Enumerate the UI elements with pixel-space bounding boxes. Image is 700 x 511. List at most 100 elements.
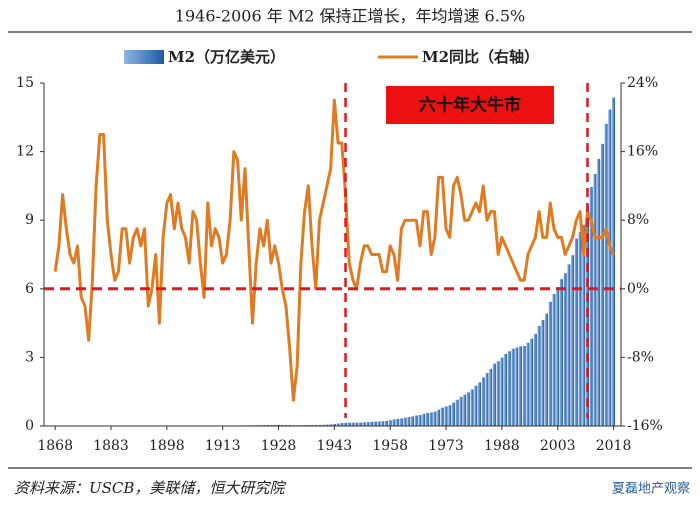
bar <box>541 319 545 426</box>
bar <box>455 399 459 426</box>
bar <box>582 224 586 426</box>
bar <box>604 123 608 426</box>
line <box>53 98 615 402</box>
bar <box>571 255 575 426</box>
bar <box>563 273 567 426</box>
bar <box>597 158 601 426</box>
bar <box>518 346 522 426</box>
bar <box>548 301 552 426</box>
x-tick-label: 1928 <box>261 438 297 454</box>
bar <box>496 361 500 426</box>
bar <box>567 264 571 426</box>
watermark: 夏磊地产观察 <box>612 482 690 497</box>
bar <box>444 406 448 426</box>
x-tick-label: 2003 <box>540 438 576 454</box>
bar <box>492 363 496 426</box>
bar <box>489 368 493 426</box>
bar <box>440 407 444 426</box>
bar <box>388 420 392 426</box>
bar <box>321 424 325 426</box>
x-tick-label: 1883 <box>93 438 129 454</box>
bar <box>451 402 455 426</box>
bar <box>578 231 582 426</box>
bar <box>515 347 519 426</box>
bar <box>358 422 362 426</box>
bar <box>392 419 396 426</box>
bar <box>526 342 530 426</box>
bar <box>377 421 381 426</box>
bar <box>381 421 385 426</box>
bar <box>332 423 336 426</box>
y2-tick-label: 16% <box>627 144 658 160</box>
bar <box>448 405 452 426</box>
bar <box>429 412 433 426</box>
bar <box>422 413 426 426</box>
bar <box>522 345 526 426</box>
bar <box>459 396 463 426</box>
bar <box>336 423 340 426</box>
x-tick-label: 1958 <box>372 438 408 454</box>
bar <box>317 424 321 426</box>
y-tick-label: 15 <box>16 75 34 91</box>
bar <box>425 412 429 426</box>
bar <box>545 313 549 426</box>
annotation-box <box>386 86 554 124</box>
y-tick-label: 3 <box>25 349 34 365</box>
bar <box>411 416 415 426</box>
bar <box>351 422 355 426</box>
legend-swatch-bar <box>124 50 164 64</box>
bar <box>530 338 534 426</box>
bar <box>478 382 482 426</box>
bar <box>533 333 537 426</box>
bar <box>556 287 560 426</box>
y2-tick-label: 0% <box>627 281 649 297</box>
bar <box>329 424 333 426</box>
bar <box>589 187 593 426</box>
bar <box>340 423 344 426</box>
x-tick-label: 1973 <box>428 438 464 454</box>
bar <box>511 348 515 426</box>
bar <box>504 353 508 426</box>
bar <box>474 385 478 426</box>
bar <box>612 97 616 426</box>
y2-tick-label: 8% <box>627 212 649 228</box>
bar <box>370 421 374 426</box>
bar <box>418 415 422 426</box>
bar <box>559 279 563 426</box>
y-tick-label: 0 <box>25 418 34 434</box>
chart-title: 1946-2006 年 M2 保持正增长，年均增速 6.5% <box>175 7 525 26</box>
bar <box>414 415 418 426</box>
bar <box>344 422 348 426</box>
y-tick-label: 9 <box>25 212 34 228</box>
y2-tick-label: -16% <box>627 418 663 434</box>
bar <box>433 411 437 426</box>
bar <box>325 424 329 426</box>
x-tick-label: 2018 <box>596 438 632 454</box>
bar <box>608 109 612 426</box>
bar <box>355 422 359 426</box>
bar <box>593 174 597 426</box>
legend-label: M2（万亿美元） <box>168 48 285 66</box>
y-tick-label: 12 <box>16 144 34 160</box>
bar <box>507 351 511 426</box>
bar <box>485 373 489 426</box>
bar <box>537 325 541 426</box>
y2-tick-label: -8% <box>627 349 654 365</box>
bar <box>600 143 604 427</box>
y-tick-label: 6 <box>25 281 34 297</box>
bar <box>314 424 318 426</box>
bar <box>407 417 411 426</box>
bar <box>310 424 314 426</box>
bar <box>470 389 474 426</box>
legend-label: M2同比（右轴） <box>422 48 539 66</box>
bar <box>403 417 407 426</box>
bar <box>396 418 400 426</box>
bar <box>500 357 504 426</box>
annotation: 六十年大牛市 <box>419 95 521 116</box>
bar <box>280 424 284 426</box>
bar <box>463 394 467 426</box>
x-tick-label: 1988 <box>484 438 520 454</box>
bar <box>552 294 556 426</box>
bar <box>277 424 281 426</box>
